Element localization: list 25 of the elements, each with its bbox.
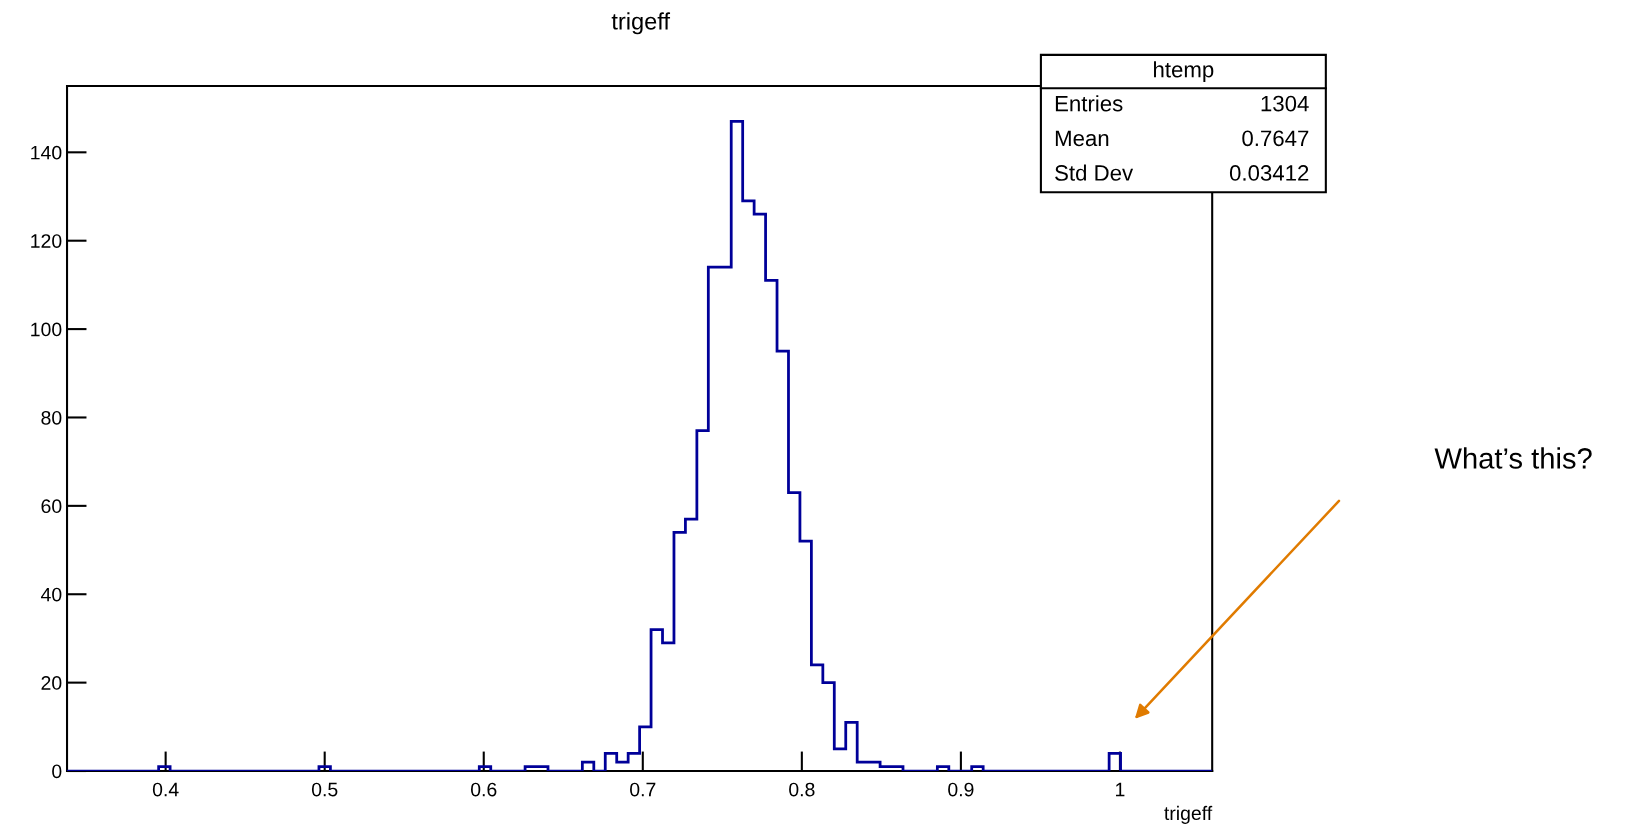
x-tick-label: 0.5 [311,782,338,797]
chart-title: trigeff [611,12,671,35]
x-tick-label: 0.8 [789,782,815,797]
x-tick-label: 0.4 [152,782,179,797]
y-tick-label: 120 [31,234,62,248]
annotation: Mean [1055,130,1109,147]
y-tick-label: 140 [31,145,62,160]
x-tick-label: 0.7 [630,782,656,797]
y-tick-label: 100 [31,322,62,337]
y-tick-label: 40 [40,587,62,602]
text: 1304 [1261,95,1309,112]
y-tick-label: 20 [41,676,62,690]
annotation: Entries [1055,95,1123,112]
y-tick-label: 60 [41,499,62,514]
x-tick-label: 0.6 [470,782,497,797]
text: What’s this? [1434,447,1592,469]
x-axis-title: trigeff [1164,805,1213,824]
y-tick-label: 80 [41,410,62,425]
text: 0.03412 [1229,165,1309,181]
y-tick-label: 0 [52,764,62,779]
x-tick-label: 1 [1116,782,1125,797]
x-tick-label: 0.9 [948,782,974,797]
text: htemp [1154,61,1214,82]
annotation: Std Dev [1055,164,1134,181]
text: 0.7647 [1242,130,1309,147]
